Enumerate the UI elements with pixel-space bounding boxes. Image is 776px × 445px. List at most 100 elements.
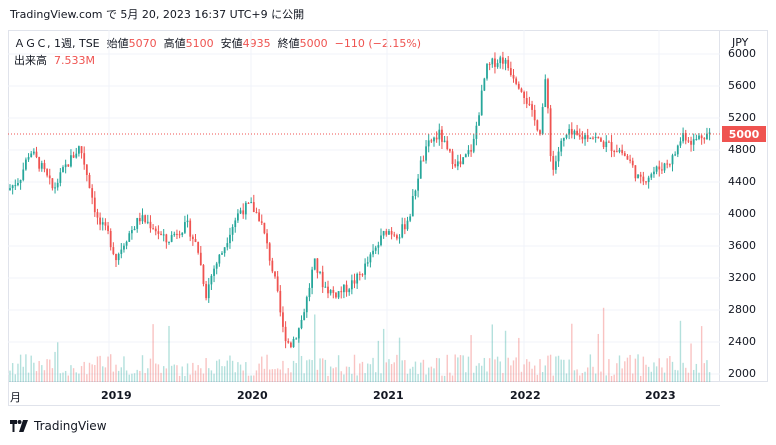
volume-bar	[632, 373, 634, 382]
candle-body	[353, 280, 356, 284]
candle-body	[462, 157, 465, 165]
volume-bar	[496, 356, 499, 382]
volume-bar	[210, 370, 213, 382]
volume-bar	[435, 357, 438, 382]
candle-body	[109, 230, 112, 248]
candle-body	[578, 134, 581, 137]
candle-body	[165, 234, 168, 243]
volume-bar	[512, 360, 515, 382]
volume-bar	[560, 359, 562, 382]
candle-body	[388, 230, 390, 235]
candle-body	[292, 339, 295, 348]
candle-body	[138, 218, 141, 222]
candle-body	[332, 289, 335, 293]
volume-bar	[348, 366, 350, 382]
candle-body	[533, 109, 536, 121]
volume-bar	[396, 354, 398, 382]
volume-bar	[245, 362, 247, 382]
volume-bar	[576, 369, 578, 382]
candle-body	[536, 120, 539, 131]
symbol-label[interactable]: ＡＧＣ, 1週, TSE	[14, 37, 100, 50]
volume-bar	[107, 356, 109, 382]
volume-bar	[661, 367, 663, 382]
candle-body	[11, 185, 14, 189]
volume-bar	[584, 371, 586, 382]
volume-bar	[91, 364, 93, 382]
candle-body	[560, 140, 563, 152]
volume-bar	[581, 373, 584, 382]
volume-bar	[541, 372, 544, 382]
candle-body	[290, 342, 292, 348]
candle-body	[430, 140, 433, 142]
volume-bar	[261, 356, 263, 382]
time-tick-label: 月	[10, 391, 21, 404]
candle-body	[547, 79, 549, 109]
volume-bar	[573, 370, 576, 382]
volume-bar	[438, 358, 440, 382]
volume-bars	[9, 307, 711, 382]
candle-body	[305, 297, 308, 313]
candle-body	[449, 149, 451, 152]
candle-body	[698, 135, 700, 139]
candle-body	[54, 187, 56, 189]
price-axis[interactable]	[720, 30, 768, 382]
candle-body	[676, 145, 679, 155]
candle-body	[210, 275, 213, 285]
candle-body	[539, 130, 541, 135]
currency-label: JPY	[732, 36, 749, 49]
volume-bar	[417, 374, 419, 382]
candle-body	[703, 138, 706, 140]
candles	[9, 51, 711, 349]
candle-body	[549, 108, 552, 157]
candle-body	[250, 202, 253, 204]
volume-bar	[192, 362, 194, 382]
volume-bar	[218, 359, 221, 382]
candle-body	[176, 233, 178, 235]
volume-bar	[184, 375, 186, 382]
volume-bar	[324, 359, 327, 382]
volume-bar	[706, 360, 708, 382]
volume-bar	[597, 333, 599, 382]
volume-bar	[147, 368, 149, 382]
price-tick-label: 4000	[728, 207, 756, 220]
volume-bar	[462, 355, 464, 382]
volume-bar	[258, 363, 260, 382]
volume-bar	[515, 357, 517, 382]
candle-body	[128, 233, 131, 242]
volume-bar	[14, 374, 16, 382]
time-axis[interactable]	[8, 382, 720, 406]
candle-body	[658, 166, 661, 170]
volume-bar	[155, 363, 157, 382]
volume-bar	[486, 371, 488, 382]
volume-bar	[557, 355, 560, 382]
candle-body	[568, 128, 571, 135]
volume-bar	[443, 375, 446, 382]
volume-bar	[520, 371, 523, 382]
volume-bar	[131, 373, 133, 382]
volume-bar	[626, 357, 629, 382]
volume-bar	[687, 372, 690, 382]
candle-body	[584, 135, 586, 140]
volume-bar	[669, 356, 671, 382]
volume-bar	[547, 355, 549, 382]
candle-body	[144, 215, 147, 223]
tradingview-logo-icon	[10, 420, 28, 432]
candle-body	[639, 174, 642, 177]
volume-bar	[367, 363, 369, 382]
candle-body	[555, 161, 557, 170]
volume-bar	[404, 360, 406, 382]
candle-body	[30, 153, 33, 158]
candle-body	[589, 137, 592, 139]
candle-body	[406, 220, 409, 230]
candlestick-chart[interactable]	[8, 30, 720, 382]
volume-bar	[136, 369, 138, 382]
candle-body	[276, 276, 279, 291]
candle-body	[443, 140, 446, 142]
volume-bar	[88, 362, 91, 382]
volume-bar	[141, 355, 144, 382]
candle-body	[509, 68, 512, 75]
candle-body	[523, 91, 525, 99]
candle-body	[456, 161, 459, 167]
candle-body	[478, 115, 480, 126]
volume-bar	[369, 364, 372, 382]
